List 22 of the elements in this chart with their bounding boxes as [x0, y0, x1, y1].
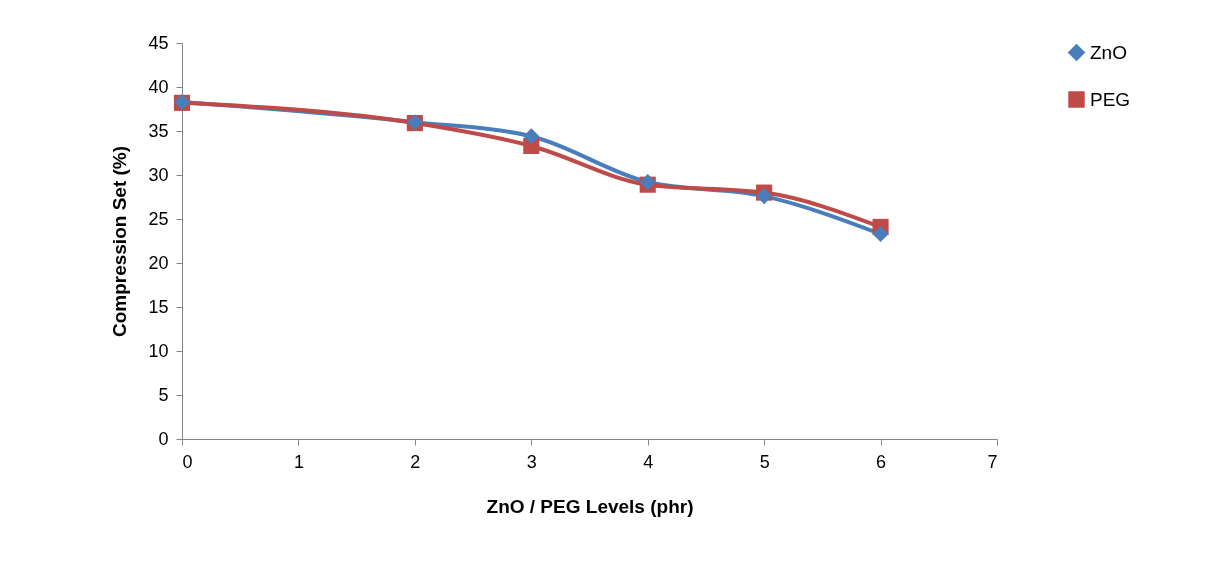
x-tick-label: 6: [876, 451, 887, 472]
y-tick-label: 5: [158, 384, 169, 405]
x-tick-label: 4: [643, 451, 654, 472]
y-tick-label: 45: [148, 32, 169, 53]
y-tick-label: 0: [158, 428, 169, 449]
y-axis-title: Compression Set (%): [109, 145, 131, 338]
x-tick-label: 5: [759, 451, 770, 472]
x-tick-label: 0: [182, 451, 193, 472]
x-tick-label: 3: [526, 451, 537, 472]
x-tick-label: 1: [293, 451, 304, 472]
y-tick-label: 25: [148, 208, 169, 229]
x-axis-title: ZnO / PEG Levels (phr): [486, 495, 694, 517]
y-tick-label: 20: [148, 252, 169, 273]
y-tick-label: 15: [148, 296, 169, 317]
y-tick-label: 30: [148, 164, 169, 185]
legend-label: PEG: [1090, 88, 1131, 110]
x-tick-label: 2: [410, 451, 421, 472]
y-tick-label: 40: [148, 76, 169, 97]
y-tick-label: 10: [148, 340, 169, 361]
legend-label: ZnO: [1090, 41, 1127, 63]
y-tick-label: 35: [148, 120, 169, 141]
x-tick-label: 7: [987, 451, 998, 472]
